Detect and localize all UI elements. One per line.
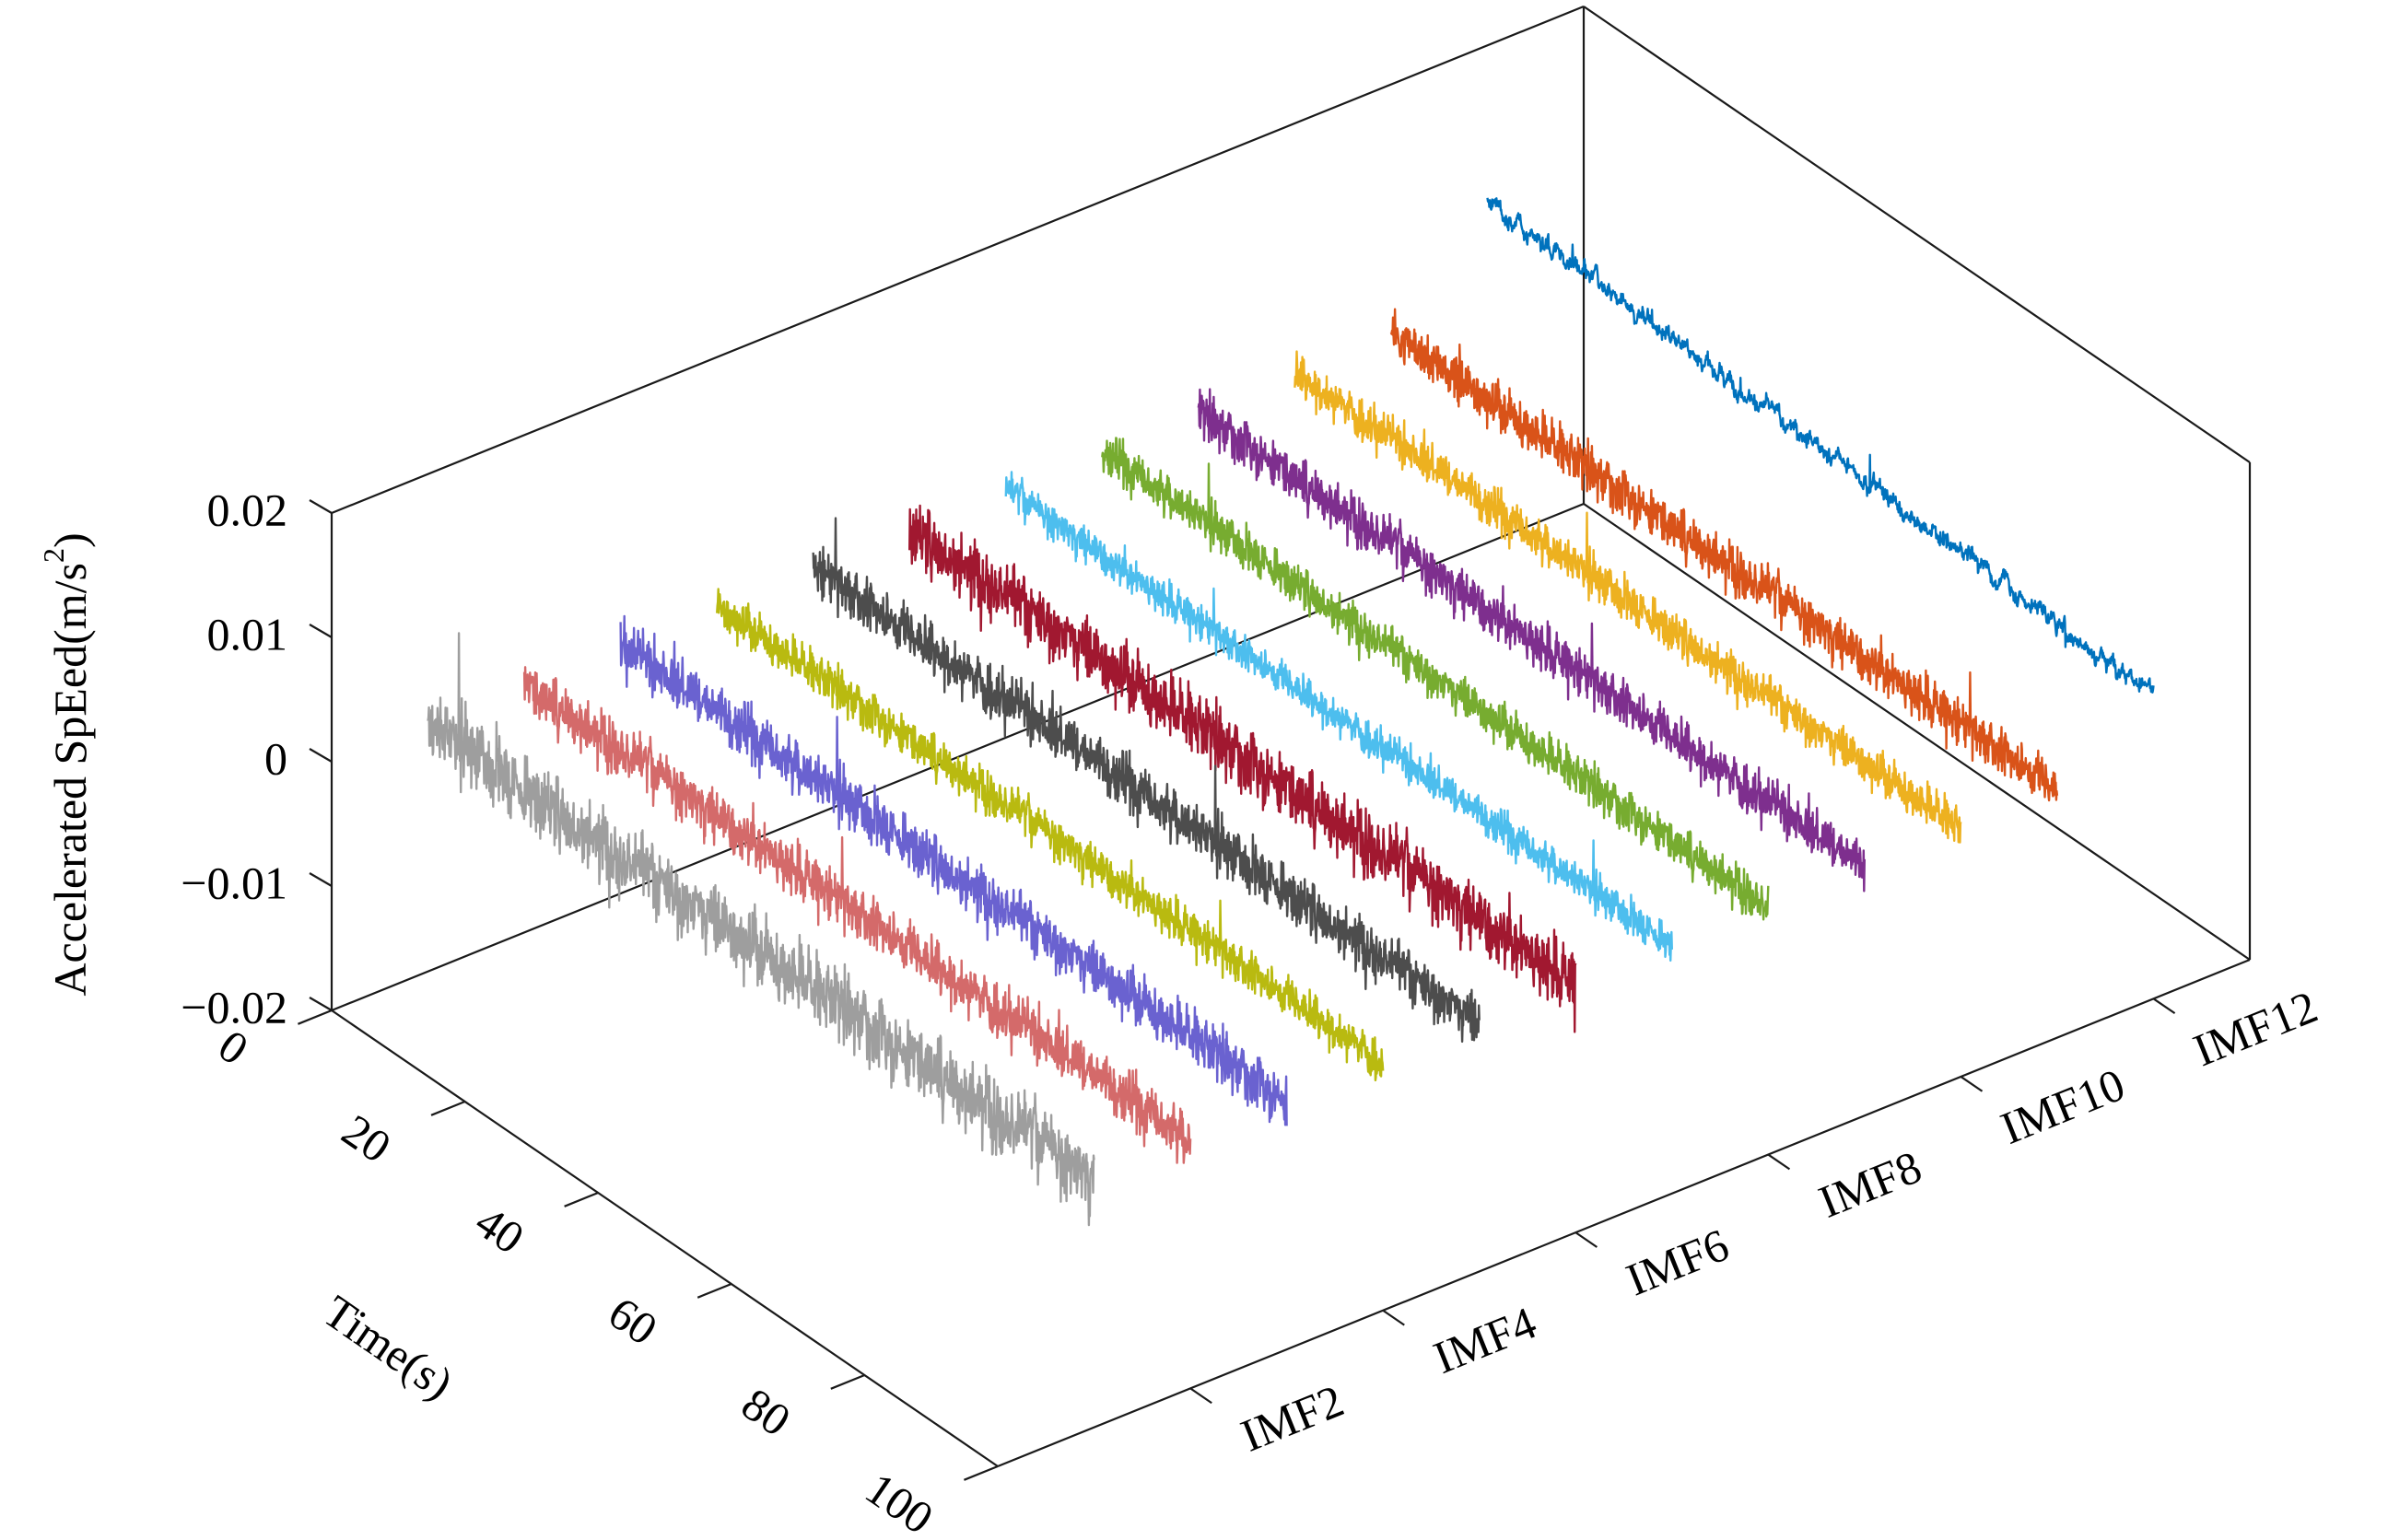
time-tick-label: 20: [334, 1104, 401, 1172]
time-tick-mark: [297, 1009, 333, 1025]
z-tick-mark: [309, 997, 333, 1011]
axis-line-time: [331, 1009, 999, 1467]
z-axis-label-main: Accelerated SpEed(m/s: [44, 563, 96, 997]
imf-tick-label: IMF4: [1426, 1297, 1543, 1384]
imf-tick-mark: [1767, 1153, 1791, 1171]
time-tick-mark: [963, 1464, 999, 1481]
series-imf11: [1389, 308, 2059, 802]
imf-tick-label: IMF2: [1234, 1374, 1351, 1462]
time-tick-mark: [564, 1191, 599, 1208]
z-tick-label: −0.01: [181, 857, 287, 908]
z-tick-label: 0: [264, 732, 287, 784]
series-imf8: [1101, 437, 1770, 921]
series-imf9: [1197, 388, 1866, 892]
series-layer: [427, 197, 2155, 1227]
time-tick-label: 100: [857, 1463, 943, 1540]
series-imf3: [619, 614, 1288, 1126]
z-axis-label: Accelerated SpEed(m/s2): [37, 532, 96, 996]
series-imf2: [522, 666, 1192, 1164]
z-tick-label: −0.02: [181, 981, 287, 1032]
z-tick-mark: [309, 499, 333, 514]
imf-tick-mark: [2152, 998, 2176, 1015]
time-tick-label: 60: [600, 1287, 667, 1355]
z-axis-label-sup: 2: [37, 548, 70, 563]
series-imf5: [812, 517, 1481, 1044]
z-tick-label: 0.01: [207, 608, 288, 659]
series-imf4: [716, 588, 1385, 1082]
imf-tick-label: IMF8: [1811, 1140, 1928, 1228]
axis-labels: Time(s) Accelerated SpEed(m/s2): [37, 532, 462, 1409]
axis-line-imf: [997, 958, 2251, 1468]
time-tick-mark: [430, 1100, 466, 1116]
series-imf10: [1294, 350, 1962, 844]
series-imf7: [1004, 471, 1673, 962]
imf-tick-mark: [1574, 1231, 1598, 1248]
time-axis-label: Time(s): [314, 1285, 462, 1409]
series-imf12: [1486, 197, 2155, 694]
axis-box-front: [331, 958, 2251, 1468]
axis-edge-floor-right: [1583, 503, 2251, 961]
imf-tick-mark: [1960, 1076, 1984, 1092]
time-tick-label: 80: [732, 1378, 800, 1446]
time-tick-mark: [696, 1282, 732, 1299]
z-tick-label: 0.02: [207, 484, 288, 535]
z-axis-label-close: ): [44, 532, 96, 548]
series-imf1: [427, 632, 1095, 1227]
time-tick-mark: [830, 1373, 865, 1390]
series-imf6: [908, 504, 1577, 1033]
imf-tick-label: IMF10: [1994, 1058, 2132, 1154]
imf-tick-label: IMF6: [1619, 1219, 1736, 1306]
imf-tick-mark: [1382, 1309, 1405, 1326]
axis-edge-top-back-left: [331, 5, 1585, 515]
z-tick-mark: [309, 872, 333, 887]
ticks-layer: 0 20 40 60 80 100 IMF2 IMF4 IMF6 IMF8 IMF10 IMF12 −0…: [181, 484, 2324, 1540]
imf-tick-label: IMF12: [2186, 980, 2324, 1076]
z-tick-mark: [309, 748, 333, 763]
z-tick-mark: [309, 624, 333, 638]
axis-edge-top-back-right: [1583, 6, 2251, 463]
time-tick-label: 40: [466, 1196, 533, 1264]
imf-tick-mark: [1189, 1387, 1212, 1405]
